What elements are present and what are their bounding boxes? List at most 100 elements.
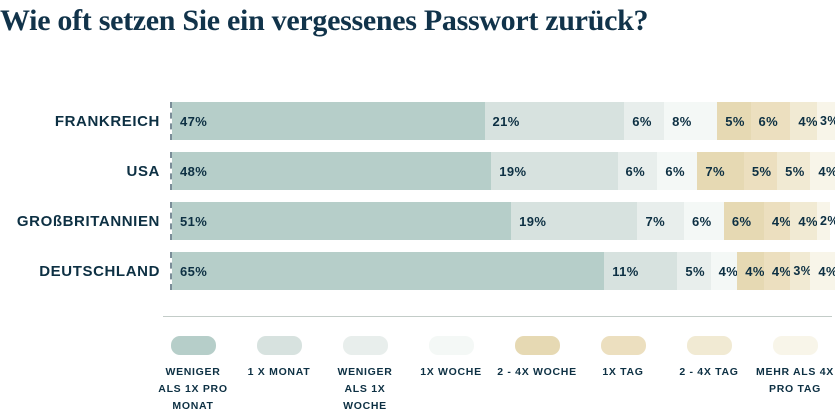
legend-item: 2 - 4X WOCHE	[494, 336, 580, 415]
chart-title: Wie oft setzen Sie ein vergessenes Passw…	[0, 4, 649, 37]
legend-label-line: MONAT	[172, 400, 214, 412]
row-label: USA	[126, 162, 160, 180]
legend-label: 1X WOCHE	[420, 364, 482, 381]
chart-row: USA 48% 19% 6% 6% 7% 5% 5% 4%	[0, 152, 835, 190]
legend-label-line: WENIGER	[165, 366, 221, 378]
segment-value-label: 7%	[645, 213, 666, 229]
bar-segment: 4%	[763, 202, 792, 240]
segment-value-label: 3%	[820, 114, 835, 128]
bar-segment: 4%	[790, 202, 818, 240]
bar-segment: 4%	[810, 152, 835, 190]
legend-label-line: 2 - 4X WOCHE	[497, 366, 577, 378]
segment-value-label: 4%	[745, 263, 765, 279]
segment-value-label: 51%	[180, 213, 208, 229]
segment-value-label: 6%	[758, 113, 779, 129]
legend-item: 1 X MONAT	[236, 336, 322, 415]
stacked-bar: 47% 21% 6% 8% 5% 6% 4%3%	[170, 102, 835, 140]
row-label: FRANKREICH	[54, 112, 160, 130]
segment-value-label: 6%	[665, 163, 686, 179]
legend-swatch	[600, 336, 646, 355]
legend-label-line: MEHR ALS 4X	[756, 366, 834, 378]
bar-segment: 5%	[677, 252, 711, 290]
legend-label-line: ALS 1X	[344, 383, 386, 395]
bar-segment: 5%	[777, 152, 811, 190]
segment-value-label: 19%	[499, 163, 527, 179]
legend-label-line: 1 X MONAT	[247, 366, 311, 378]
bar-segment: 7%	[697, 152, 744, 190]
legend-swatch	[428, 336, 474, 355]
legend-swatch	[686, 336, 732, 355]
legend-label-line: WOCHE	[343, 400, 387, 412]
stacked-bar: 51%19%7%6%6%4%4%2%	[170, 202, 835, 240]
bar-segment: 6%	[750, 102, 791, 140]
segment-value-label: 4%	[771, 213, 792, 229]
segment-value-label: 6%	[692, 213, 712, 229]
bar-segment: 3%	[817, 102, 835, 140]
bar-segment: 2%	[817, 202, 835, 240]
bar-segment: 48%	[172, 152, 492, 190]
legend-label-line: 1X TAG	[602, 366, 644, 378]
legend-divider	[163, 316, 832, 317]
segment-value-label: 6%	[632, 113, 652, 129]
segment-value-label: 5%	[685, 263, 705, 279]
bar-segment: 11%	[604, 252, 678, 290]
bar-segment: 19%	[511, 202, 638, 240]
segment-value-label: 65%	[180, 263, 208, 279]
bar-chart: FRANKREICH47%21%6%8%5%6%4%3%USA48%19%6%6…	[0, 102, 835, 302]
segment-value-label: 6%	[731, 213, 752, 229]
bar-segment: 51%	[172, 202, 512, 240]
legend-label: MEHR ALS 4X PRO TAG	[756, 364, 834, 398]
bar-segment: 19%	[491, 152, 618, 190]
legend-label: WENIGER ALS 1X WOCHE	[337, 364, 392, 415]
segment-value-label: 4%	[818, 263, 835, 279]
bar-segment: 6%	[624, 102, 665, 140]
legend-swatch	[514, 336, 560, 355]
bar-segment: 6%	[684, 202, 724, 240]
bar-segment: 6%	[617, 152, 658, 190]
bar-segment: 4%	[737, 252, 764, 290]
legend-label: 1 X MONAT	[248, 364, 311, 381]
segment-value-label: 6%	[625, 163, 646, 179]
legend-label: WENIGER ALS 1X PRO MONAT	[158, 364, 227, 415]
bar-segment: 5%	[717, 102, 751, 140]
segment-value-label: 21%	[492, 113, 520, 129]
legend-label-line: 1X WOCHE	[420, 366, 482, 378]
segment-value-label: 5%	[751, 163, 772, 179]
segment-value-label: 2%	[820, 214, 835, 228]
segment-value-label: 3%	[793, 264, 813, 278]
row-label: GROßBRITANNIEN	[16, 212, 160, 230]
bar-segment: 3%	[790, 252, 813, 290]
bar-segment: 4%	[710, 252, 739, 290]
legend-swatch	[342, 336, 388, 355]
segment-value-label: 48%	[180, 163, 208, 179]
row-label: DEUTSCHLAND	[39, 262, 160, 280]
segment-value-label: 8%	[672, 113, 692, 129]
legend-swatch	[170, 336, 216, 355]
segment-value-label: 4%	[718, 263, 739, 279]
bar-segment: 6%	[657, 152, 698, 190]
bar-segment: 4%	[763, 252, 792, 290]
legend-label-line: ALS 1X PRO	[158, 383, 228, 395]
segment-value-label: 4%	[798, 113, 818, 129]
bar-segment: 4%	[790, 102, 818, 140]
legend-item: MEHR ALS 4X PRO TAG	[752, 336, 835, 415]
legend-item: 1X WOCHE	[408, 336, 494, 415]
bar-segment: 6%	[723, 202, 764, 240]
legend-label-line: PRO TAG	[769, 383, 821, 395]
segment-value-label: 4%	[771, 263, 792, 279]
segment-value-label: 5%	[785, 163, 805, 179]
bar-segment: 7%	[637, 202, 685, 240]
legend-label: 2 - 4X TAG	[679, 364, 738, 381]
legend-label: 1X TAG	[602, 364, 643, 381]
chart-row: FRANKREICH 47% 21% 6% 8% 5% 6% 4%3%	[0, 102, 835, 140]
legend-item: WENIGER ALS 1X WOCHE	[322, 336, 408, 415]
chart-legend: WENIGER ALS 1X PRO MONAT 1 X MONAT WENIGER AL…	[150, 336, 835, 415]
bar-segment: 21%	[484, 102, 625, 140]
segment-value-label: 47%	[180, 113, 208, 129]
legend-label-line: WENIGER	[337, 366, 393, 378]
segment-value-label: 11%	[612, 263, 639, 279]
segment-value-label: 7%	[705, 163, 725, 179]
bar-segment: 4%	[810, 252, 835, 290]
